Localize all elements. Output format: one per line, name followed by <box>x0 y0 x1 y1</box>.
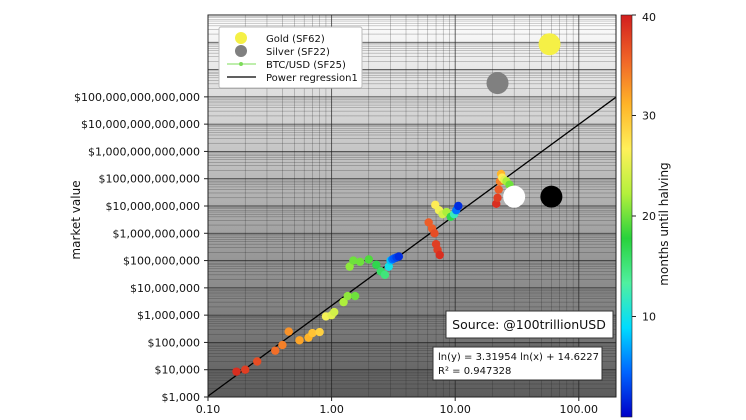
y-tick-label: $10,000,000,000 <box>106 200 200 213</box>
btc-point <box>315 327 324 337</box>
silver-point <box>486 72 509 95</box>
btc-point <box>330 307 339 317</box>
colorbar-tick-label: 20 <box>642 210 656 223</box>
equation-text: ln(y) = 3.31954 ln(x) + 14.6227 <box>438 352 599 363</box>
btc-point <box>345 262 354 271</box>
regression-line <box>208 96 616 397</box>
x-tick-label: 10.00 <box>439 403 471 416</box>
colorbar: 10 20 30 40 months until halving <box>620 11 671 418</box>
colorbar-ticks: 10 20 30 40 <box>632 11 656 324</box>
btc-point <box>349 256 358 265</box>
btc-point <box>350 291 360 301</box>
btc-point <box>252 357 262 366</box>
y-tick-label: $1,000,000,000,000 <box>88 145 200 158</box>
btc-point <box>295 336 304 345</box>
btc-point <box>493 193 502 202</box>
y-tick-label: $1,000,000 <box>137 309 200 322</box>
data-points <box>232 33 563 376</box>
regression-line-group <box>208 96 616 397</box>
btc-point <box>339 297 348 307</box>
y-tick-label: $10,000,000 <box>130 282 200 295</box>
btc-point <box>284 327 293 336</box>
legend-gold-marker <box>235 32 247 44</box>
colorbar-tick-label: 40 <box>642 11 656 24</box>
btc-point <box>364 255 374 264</box>
source-annotation: Source: @100trillionUSD <box>445 310 614 339</box>
btc-point <box>232 367 241 376</box>
source-box <box>445 310 614 339</box>
btc-point <box>435 250 444 260</box>
legend-btc-marker <box>239 62 243 66</box>
colorbar-tick-label: 30 <box>642 110 656 123</box>
equation-box <box>432 346 603 381</box>
marker-point <box>503 185 526 208</box>
colorbar-scale <box>620 14 633 418</box>
btc-point <box>394 252 404 261</box>
btc-point <box>494 185 503 194</box>
legend-silver-marker <box>235 45 247 57</box>
btc-point <box>278 340 287 350</box>
legend-silver-label: Silver (SF22) <box>266 47 330 58</box>
y-tick-label: $100,000,000,000,000 <box>74 91 200 104</box>
btc-point <box>355 257 365 267</box>
source-text: Source: @100trillionUSD <box>452 317 606 332</box>
y-tick-label: $100,000,000 <box>123 255 200 268</box>
btc-point <box>430 229 439 238</box>
y-tick-label: $100,000 <box>148 336 201 349</box>
x-tick-label: 100.00 <box>560 403 599 416</box>
y-tick-label: $100,000,000,000 <box>99 173 200 186</box>
y-axis-label: market value <box>69 180 83 259</box>
y-tick-label: $10,000,000,000,000 <box>81 118 200 131</box>
x-axis-ticks: 0.10 1.00 10.00 100.00 <box>196 397 598 416</box>
btc-point <box>380 270 390 280</box>
r-squared-text: R² = 0.947328 <box>438 366 511 377</box>
legend: Gold (SF62) Silver (SF22) BTC/USD (SF25)… <box>218 26 363 89</box>
colorbar-tick-label: 10 <box>642 311 656 324</box>
marker-point <box>540 185 563 208</box>
y-tick-label: $1,000,000,000 <box>113 227 200 240</box>
legend-regression-label: Power regression1 <box>266 73 358 84</box>
x-tick-label: 1.00 <box>319 403 344 416</box>
x-tick-label: 0.10 <box>196 403 221 416</box>
btc-point <box>343 291 352 301</box>
gold-point <box>538 33 561 56</box>
colorbar-label: months until halving <box>657 162 671 285</box>
y-axis-ticks: $1,000 $10,000 $100,000 $1,000,000 $10,000,0… <box>74 91 208 404</box>
legend-btc-label: BTC/USD (SF25) <box>266 60 346 71</box>
y-tick-label: $1,000 <box>162 391 201 404</box>
btc-point <box>271 346 280 355</box>
y-tick-label: $10,000 <box>155 364 201 377</box>
btc-point <box>308 328 317 338</box>
btc-point <box>454 201 463 211</box>
btc-point <box>241 365 250 374</box>
equation-annotation: ln(y) = 3.31954 ln(x) + 14.6227 R² = 0.9… <box>432 346 603 381</box>
legend-box <box>218 26 363 89</box>
legend-gold-label: Gold (SF62) <box>266 34 325 45</box>
btc-point <box>372 260 381 269</box>
